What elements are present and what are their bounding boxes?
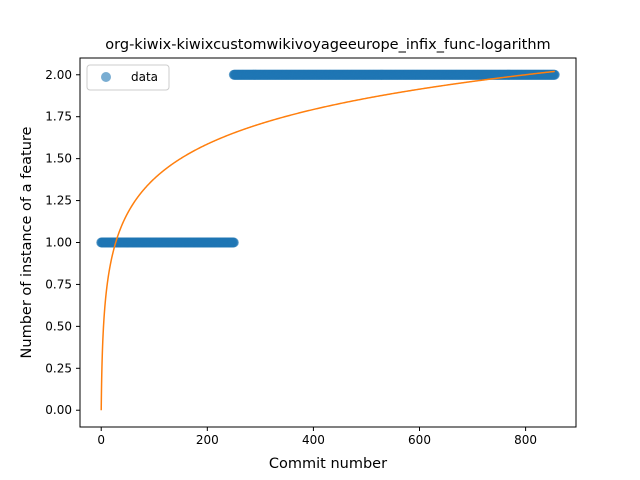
- legend-box: [86, 64, 170, 91]
- plot-area: [79, 57, 577, 428]
- series-layer: [96, 69, 560, 411]
- legend-marker-data: [101, 72, 111, 82]
- chart-title: org-kiwix-kiwixcustomwikivoyageeurope_in…: [105, 37, 550, 53]
- x-tick-label: 200: [196, 433, 219, 447]
- legend: data: [86, 64, 170, 91]
- y-tick-label: 1.50: [45, 152, 72, 166]
- x-tick-label: 400: [302, 433, 325, 447]
- y-tick-label: 1.00: [45, 236, 72, 250]
- legend-label-data: data: [131, 70, 158, 84]
- y-tick-label: 1.25: [45, 194, 72, 208]
- x-tick-label: 800: [514, 433, 537, 447]
- fit-line: [100, 70, 555, 411]
- x-axis-label: Commit number: [269, 456, 387, 472]
- y-tick-label: 0.00: [45, 403, 72, 417]
- y-tick-label: 0.50: [45, 319, 72, 333]
- data-point: [228, 237, 239, 248]
- y-tick-label: 1.75: [45, 110, 72, 124]
- x-tick-label: 600: [408, 433, 431, 447]
- x-axis-ticks: 0 200 400 600 800: [97, 427, 537, 447]
- y-tick-label: 0.25: [45, 361, 72, 375]
- y-tick-label: 0.75: [45, 277, 72, 291]
- y-axis-ticks: 0.00 0.25 0.50 0.75 1.00 1.25 1.50 1.75 2.00: [45, 68, 80, 417]
- y-tick-label: 2.00: [45, 68, 72, 82]
- y-axis-label: Number of instance of a feature: [19, 126, 35, 358]
- x-tick-label: 0: [97, 433, 105, 447]
